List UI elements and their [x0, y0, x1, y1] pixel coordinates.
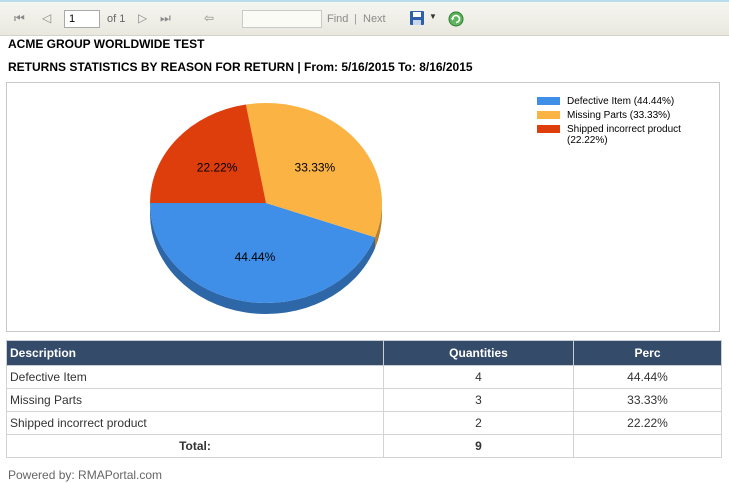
- header-quantities: Quantities: [383, 340, 574, 366]
- pie-slice-label: 44.44%: [235, 250, 276, 264]
- legend-label: Defective Item (44.44%): [567, 96, 675, 107]
- header-perc: Perc: [573, 340, 722, 366]
- legend-swatch: [537, 125, 560, 133]
- next-page-icon[interactable]: ▷: [138, 11, 148, 25]
- export-dropdown-icon[interactable]: ▼: [429, 12, 437, 21]
- legend-label: Shipped incorrect product (22.22%): [567, 124, 681, 146]
- row-percent: 44.44%: [573, 365, 722, 389]
- total-label: Total:: [6, 434, 384, 458]
- header-description: Description: [6, 340, 384, 366]
- legend-label: Missing Parts (33.33%): [567, 110, 671, 121]
- legend-item: Missing Parts (33.33%): [537, 110, 722, 121]
- legend-swatch: [537, 111, 560, 119]
- find-link[interactable]: Find: [327, 13, 349, 25]
- report-subtitle: RETURNS STATISTICS BY REASON FOR RETURN …: [8, 60, 473, 74]
- table-row: Shipped incorrect product 2 22.22%: [6, 411, 722, 435]
- find-input[interactable]: [242, 10, 322, 28]
- last-page-icon[interactable]: ⏭: [160, 11, 171, 25]
- refresh-icon[interactable]: [448, 11, 464, 27]
- total-row: Total: 9: [6, 434, 722, 458]
- toolbar-separator: |: [354, 13, 357, 25]
- row-description: Missing Parts: [6, 388, 384, 412]
- table-row: Defective Item 4 44.44%: [6, 365, 722, 389]
- row-quantity: 4: [383, 365, 574, 389]
- legend-item: Shipped incorrect product (22.22%): [537, 124, 722, 146]
- row-quantity: 2: [383, 411, 574, 435]
- total-value: 9: [383, 434, 574, 458]
- find-next-link[interactable]: Next: [363, 13, 386, 25]
- total-empty-cell: [573, 434, 722, 458]
- pie-slice: [245, 103, 382, 238]
- save-export-icon[interactable]: [409, 10, 425, 26]
- row-description: Defective Item: [6, 365, 384, 389]
- table-header-row: Description Quantities Perc: [6, 340, 722, 366]
- table-row: Missing Parts 3 33.33%: [6, 388, 722, 412]
- pie-slice-label: 33.33%: [295, 161, 336, 175]
- pie-slice: [150, 104, 266, 203]
- legend-item: Defective Item (44.44%): [537, 96, 722, 107]
- powered-by-footer: Powered by: RMAPortal.com: [8, 468, 163, 482]
- row-percent: 22.22%: [573, 411, 722, 435]
- report-toolbar: ⏮ ◁ of 1 ▷ ⏭ ⇦ Find | Next ▼: [0, 0, 729, 36]
- row-quantity: 3: [383, 388, 574, 412]
- pie-slice: [150, 203, 376, 303]
- report-title: ACME GROUP WORLDWIDE TEST: [8, 37, 205, 51]
- previous-page-icon[interactable]: ◁: [42, 11, 52, 25]
- row-description: Shipped incorrect product: [6, 411, 384, 435]
- returns-table: Description Quantities Perc Defective It…: [6, 340, 722, 458]
- first-page-icon[interactable]: ⏮: [14, 11, 25, 25]
- pie-chart-area: 44.44% 33.33% 22.22% Defective Item (44.44…: [6, 82, 720, 332]
- back-icon[interactable]: ⇦: [204, 11, 215, 25]
- chart-legend: Defective Item (44.44%) Missing Parts (33…: [537, 96, 722, 149]
- legend-swatch: [537, 97, 560, 105]
- pie-slice-label: 22.22%: [197, 161, 238, 175]
- page-number-input[interactable]: [64, 10, 100, 28]
- row-percent: 33.33%: [573, 388, 722, 412]
- page-count-label: of 1: [107, 13, 126, 25]
- pie-chart: 44.44% 33.33% 22.22%: [150, 103, 382, 314]
- pie-slice-side: [375, 203, 382, 249]
